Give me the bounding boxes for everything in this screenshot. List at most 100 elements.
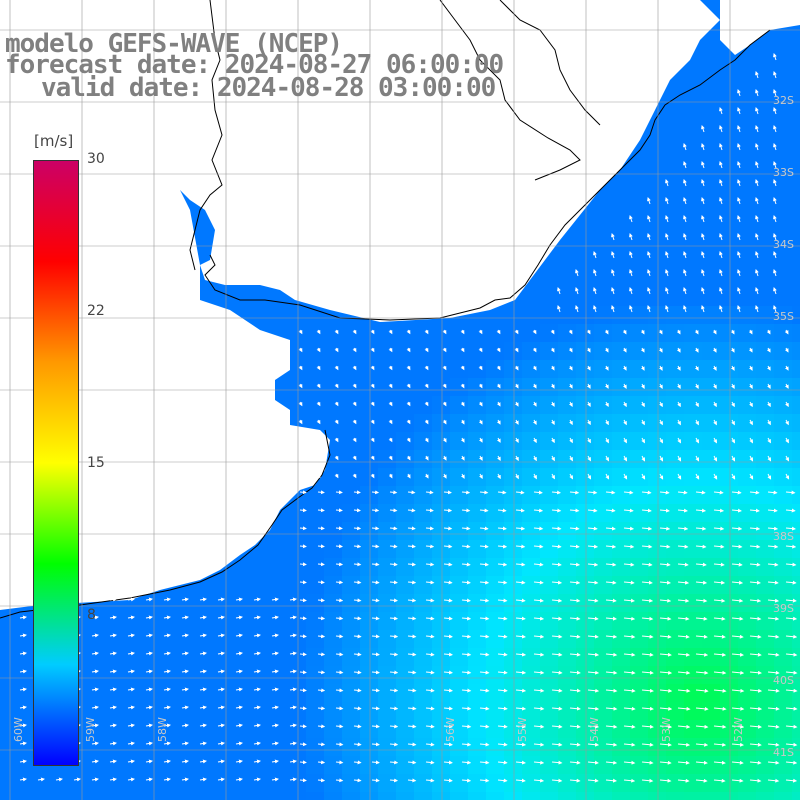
colorbar-tick-30: 30 (87, 151, 105, 167)
wind-speed-cell (702, 486, 721, 505)
wind-arrow (677, 580, 690, 585)
wind-speed-cell (468, 702, 487, 721)
wind-arrow (767, 634, 780, 639)
wind-speed-cell (792, 738, 800, 757)
wind-arrow (755, 125, 759, 133)
wind-arrow (199, 669, 207, 674)
wind-arrow (569, 580, 581, 585)
wind-speed-cell (234, 720, 253, 739)
wind-arrow (443, 562, 453, 567)
wind-speed-cell (756, 540, 775, 559)
wind-speed-cell (612, 432, 631, 451)
wind-speed-cell (468, 594, 487, 613)
wind-speed-cell (450, 504, 469, 523)
coastline-upper (204, 29, 771, 321)
wind-speed-cell (594, 324, 613, 343)
wind-arrow (199, 723, 207, 728)
wind-arrow (551, 652, 563, 657)
wind-speed-cell (576, 792, 595, 800)
wind-speed-cell (702, 522, 721, 541)
wind-arrow (299, 670, 307, 675)
wind-speed-cell (144, 738, 163, 757)
wind-arrow (19, 615, 27, 620)
wind-speed-cell (702, 540, 721, 559)
wind-arrow (479, 724, 490, 729)
wind-arrow (317, 508, 325, 513)
wind-arrow (605, 652, 618, 657)
wind-speed-cell (702, 396, 721, 415)
wind-speed-cell (306, 702, 325, 721)
wind-speed-cell (324, 792, 343, 800)
wind-speed-cell (378, 576, 397, 595)
wind-speed-cell (414, 522, 433, 541)
wind-speed-cell (0, 756, 19, 775)
wind-speed-cell (774, 144, 793, 163)
wind-arrow (371, 508, 380, 513)
wind-arrow (424, 419, 429, 425)
wind-speed-cell (702, 288, 721, 307)
wind-speed-cell (684, 126, 703, 145)
wind-arrow (371, 634, 380, 639)
wind-arrow (623, 544, 635, 549)
wind-arrow (623, 455, 627, 462)
wind-speed-cell (594, 792, 613, 800)
wind-arrow (298, 383, 303, 389)
wind-speed-cell (324, 378, 343, 397)
wind-arrow (497, 526, 507, 531)
wind-arrow (719, 251, 723, 259)
wind-speed-cell (720, 414, 739, 433)
wind-arrow (586, 383, 591, 389)
wind-arrow (460, 473, 465, 479)
wind-speed-cell (720, 90, 739, 109)
wind-speed-cell (468, 630, 487, 649)
wind-speed-cell (504, 414, 523, 433)
wind-speed-cell (180, 792, 199, 800)
wind-arrow (773, 251, 777, 259)
wind-speed-cell (576, 612, 595, 631)
wind-speed-cell (648, 702, 667, 721)
wind-speed-cell (468, 792, 487, 800)
wind-speed-cell (702, 378, 721, 397)
wind-speed-cell (702, 90, 721, 109)
wind-speed-cell (288, 558, 307, 577)
wind-speed-cell (198, 648, 217, 667)
wind-speed-cell (594, 450, 613, 469)
lon-label: 52W (732, 717, 745, 742)
wind-arrow (497, 490, 507, 495)
lat-label: 34S (773, 238, 794, 251)
wind-speed-cell (720, 450, 739, 469)
lat-label: 38S (773, 530, 794, 543)
wind-speed-cell (684, 288, 703, 307)
wind-arrow (515, 437, 519, 443)
wind-arrow (425, 490, 434, 495)
wind-arrow (407, 778, 417, 783)
wind-speed-cell (630, 684, 649, 703)
wind-arrow (737, 305, 741, 313)
wind-speed-cell (648, 684, 667, 703)
wind-arrow (317, 670, 326, 675)
wind-speed-cell (666, 180, 685, 199)
wind-speed-cell (216, 630, 235, 649)
wind-speed-cell (720, 684, 739, 703)
wind-arrow (677, 670, 691, 675)
wind-speed-cell (774, 252, 793, 271)
wind-arrow (611, 251, 615, 259)
wind-speed-cell (540, 504, 559, 523)
wind-speed-cell (360, 792, 379, 800)
wind-speed-cell (72, 774, 91, 793)
wind-speed-cell (288, 630, 307, 649)
wind-arrow (19, 705, 27, 710)
wind-arrow (335, 634, 344, 639)
wind-arrow (515, 742, 527, 747)
wind-speed-cell (648, 648, 667, 667)
wind-speed-cell (612, 666, 631, 685)
wind-speed-cell (414, 486, 433, 505)
wind-speed-cell (756, 180, 775, 199)
wind-speed-cell (360, 324, 379, 343)
wind-arrow (334, 455, 339, 461)
wind-arrow (773, 107, 777, 115)
wind-arrow (479, 580, 490, 585)
wind-arrow (611, 305, 615, 313)
wind-speed-cell (450, 486, 469, 505)
wind-arrow (371, 670, 380, 675)
